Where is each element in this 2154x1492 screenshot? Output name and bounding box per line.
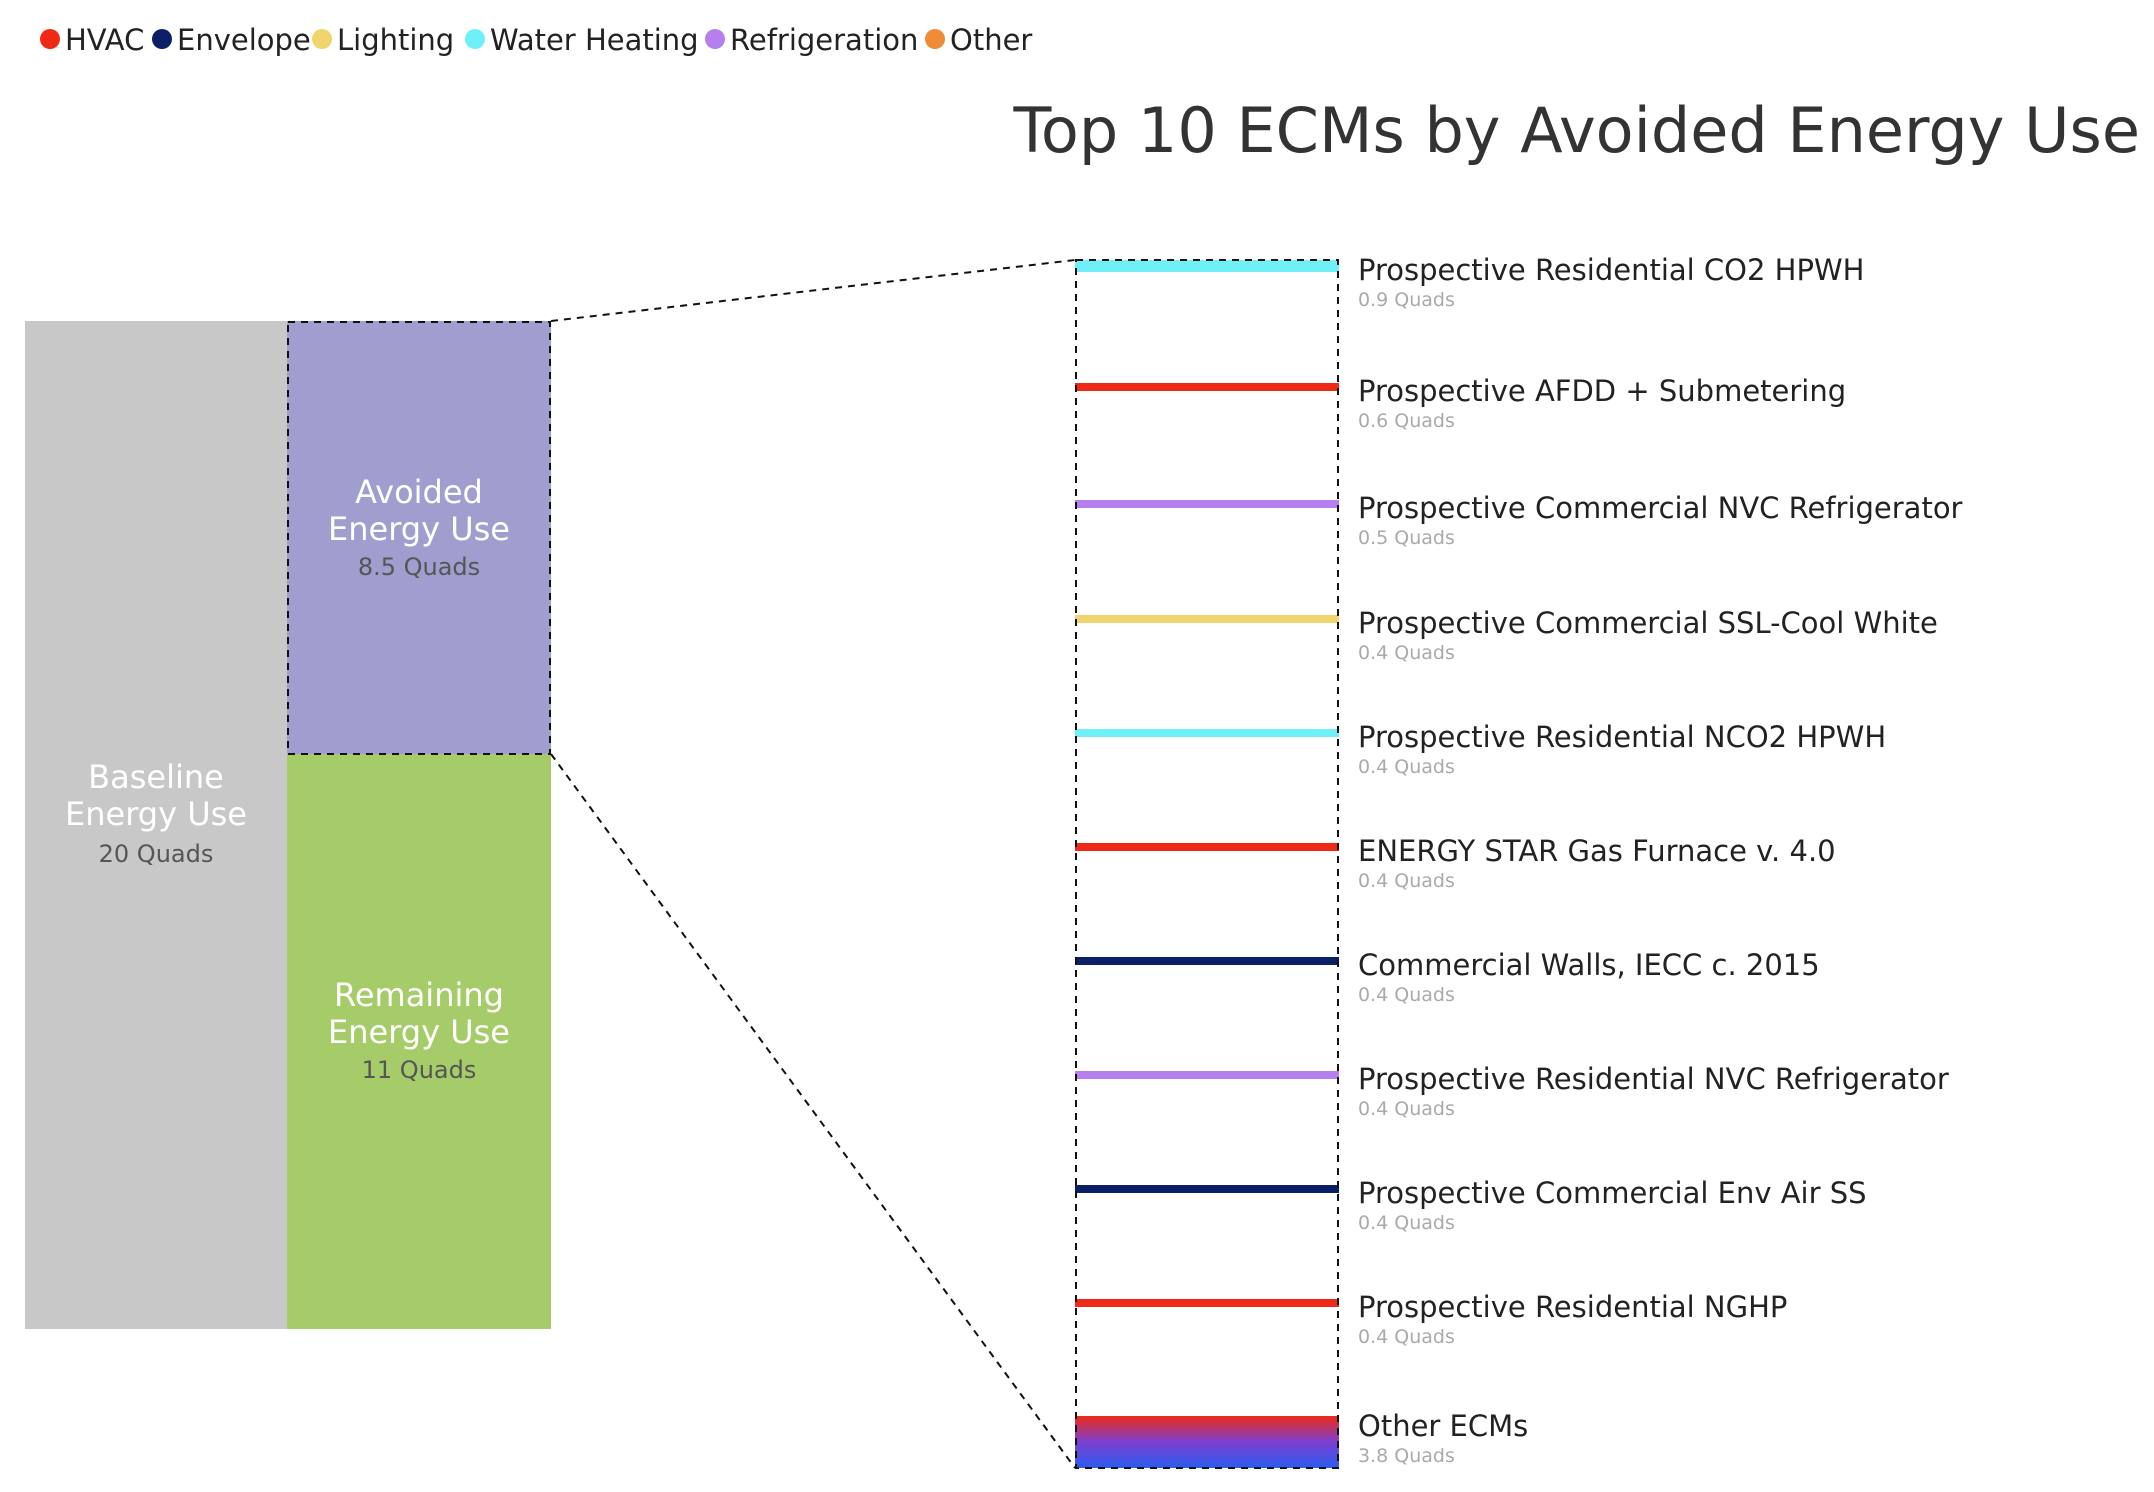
ecm-value: 0.4 Quads bbox=[1358, 756, 1455, 778]
ecm-value: 0.4 Quads bbox=[1358, 1098, 1455, 1120]
legend-dot-other bbox=[925, 29, 945, 49]
ecm-outline bbox=[1075, 259, 1339, 1469]
baseline-label-line2: Energy Use bbox=[65, 795, 247, 833]
baseline-bar bbox=[25, 321, 287, 1329]
baseline-value: 20 Quads bbox=[99, 840, 214, 868]
legend-label-water-heating: Water Heating bbox=[490, 23, 699, 57]
other-ecms-name: Other ECMs bbox=[1358, 1409, 1528, 1443]
ecm-value: 0.6 Quads bbox=[1358, 410, 1455, 432]
ecm-name: Commercial Walls, IECC c. 2015 bbox=[1358, 948, 1820, 982]
avoided-outline bbox=[287, 321, 551, 755]
ecm-value: 0.4 Quads bbox=[1358, 1212, 1455, 1234]
legend-label-envelope: Envelope bbox=[177, 23, 311, 57]
legend-dot-lighting bbox=[312, 29, 332, 49]
legend-label-refrigeration: Refrigeration bbox=[730, 23, 918, 57]
avoided-value: 8.5 Quads bbox=[358, 553, 480, 581]
legend-label-other: Other bbox=[950, 23, 1032, 57]
ecm-bar bbox=[1075, 957, 1339, 965]
legend-dot-refrigeration bbox=[705, 29, 725, 49]
ecm-bars bbox=[1075, 260, 1339, 1307]
ecm-bar bbox=[1075, 500, 1339, 508]
ecm-bar bbox=[1075, 1299, 1339, 1307]
chart-title: Top 10 ECMs by Avoided Energy Use bbox=[1013, 94, 2140, 167]
legend: HVAC Envelope Lighting Water Heating Refrige… bbox=[40, 23, 1032, 57]
ecm-value: 0.4 Quads bbox=[1358, 1326, 1455, 1348]
legend-dot-hvac bbox=[40, 29, 60, 49]
remaining-bar bbox=[287, 754, 551, 1329]
remaining-value: 11 Quads bbox=[362, 1056, 477, 1084]
ecm-name: Prospective Residential NGHP bbox=[1358, 1290, 1787, 1324]
ecm-name: Prospective AFDD + Submetering bbox=[1358, 374, 1846, 408]
ecm-name: Prospective Commercial SSL-Cool White bbox=[1358, 606, 1938, 640]
remaining-label-line1: Remaining bbox=[334, 976, 504, 1014]
ecm-name: Prospective Residential NCO2 HPWH bbox=[1358, 720, 1886, 754]
avoided-label-line1: Avoided bbox=[355, 473, 483, 511]
ecm-value: 0.4 Quads bbox=[1358, 642, 1455, 664]
remaining-label-line2: Energy Use bbox=[328, 1013, 510, 1051]
legend-dot-water-heating bbox=[465, 29, 485, 49]
ecm-bar bbox=[1075, 1071, 1339, 1079]
legend-label-lighting: Lighting bbox=[337, 23, 454, 57]
baseline-label-line1: Baseline bbox=[88, 758, 224, 796]
other-ecms-value: 3.8 Quads bbox=[1358, 1445, 1455, 1467]
ecm-value: 0.9 Quads bbox=[1358, 289, 1455, 311]
ecm-bar bbox=[1075, 260, 1339, 272]
legend-label-hvac: HVAC bbox=[65, 23, 144, 57]
ecm-bar bbox=[1075, 729, 1339, 737]
ecm-bar bbox=[1075, 843, 1339, 851]
ecm-bar bbox=[1075, 615, 1339, 623]
ecm-bar bbox=[1075, 1185, 1339, 1193]
ecm-name: ENERGY STAR Gas Furnace v. 4.0 bbox=[1358, 834, 1836, 868]
ecm-name: Prospective Residential NVC Refrigerator bbox=[1358, 1062, 1949, 1096]
ecm-value: 0.4 Quads bbox=[1358, 984, 1455, 1006]
avoided-bar bbox=[287, 321, 551, 754]
ecm-name: Prospective Commercial NVC Refrigerator bbox=[1358, 491, 1963, 525]
ecm-name: Prospective Residential CO2 HPWH bbox=[1358, 253, 1864, 287]
ecm-value: 0.4 Quads bbox=[1358, 870, 1455, 892]
avoided-label-line2: Energy Use bbox=[328, 510, 510, 548]
ecm-name: Prospective Commercial Env Air SS bbox=[1358, 1176, 1867, 1210]
ecm-bar bbox=[1075, 383, 1339, 391]
ecm-value: 0.5 Quads bbox=[1358, 527, 1455, 549]
connector-top bbox=[550, 259, 1076, 322]
other-ecms-bar bbox=[1075, 1416, 1339, 1468]
connector-bottom bbox=[550, 753, 1076, 1469]
legend-dot-envelope bbox=[152, 29, 172, 49]
